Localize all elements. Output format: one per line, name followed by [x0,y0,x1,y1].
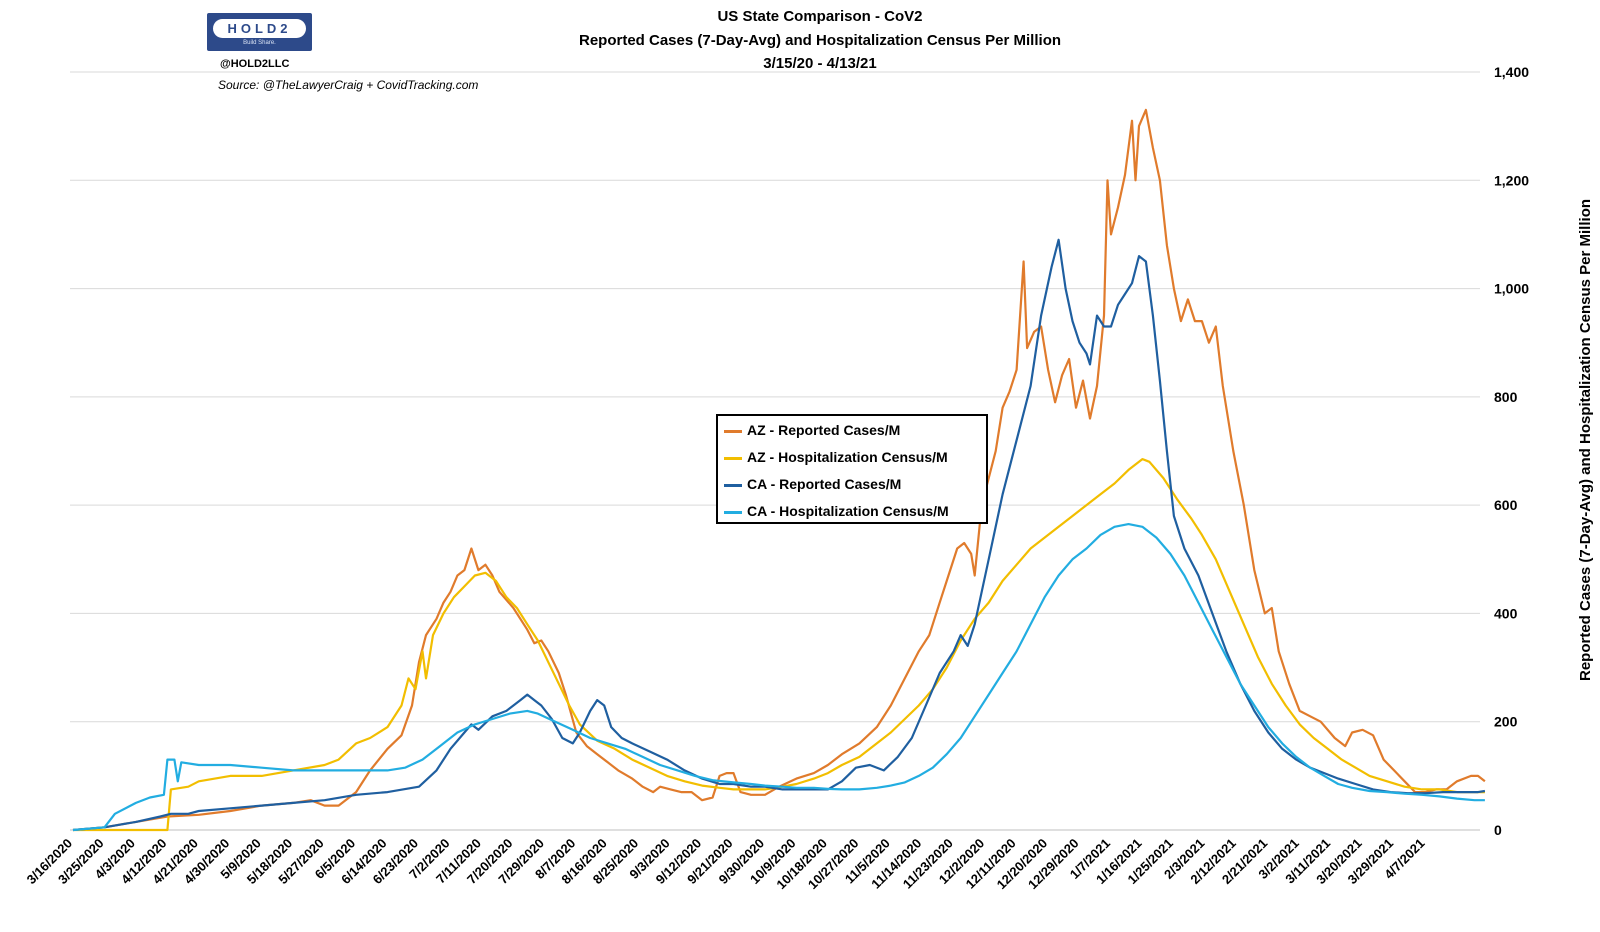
chart-subtitle: Reported Cases (7-Day-Avg) and Hospitali… [578,32,1062,49]
series-lines [72,108,1486,832]
legend-label: AZ - Hospitalization Census/M [747,449,948,465]
series-line [72,108,1486,832]
y-tick-label: 0 [1494,822,1502,838]
y-tick-label: 1,000 [1494,281,1529,297]
y-tick-label: 400 [1494,605,1518,621]
y-axis-ticks: 0 200 400 600 800 1,000 1,200 1,400 [1494,64,1529,838]
logo-text: HOLD2 [213,19,306,38]
legend-item-az-cases: AZ - Reported Cases/M [718,418,986,445]
chart-legend: AZ - Reported Cases/M AZ - Hospitalizati… [716,414,988,524]
legend-label: CA - Reported Cases/M [747,476,902,492]
legend-swatch [724,484,742,487]
legend-item-ca-hosp: CA - Hospitalization Census/M [718,499,986,526]
chart-title: US State Comparison - CoV2 [717,8,923,25]
legend-swatch [724,511,742,514]
legend-label: CA - Hospitalization Census/M [747,503,949,519]
series-line [72,238,1486,832]
y-tick-label: 200 [1494,714,1518,730]
twitter-handle: @HOLD2LLC [220,58,290,70]
chart-date-range: 3/15/20 - 4/13/21 [763,55,877,72]
legend-label: AZ - Reported Cases/M [747,422,901,438]
y-tick-label: 800 [1494,389,1518,405]
legend-swatch [724,457,742,460]
x-axis-ticks: 3/16/20203/25/20204/3/20204/12/20204/21/… [24,836,1428,893]
series-line [72,522,1485,832]
legend-item-ca-cases: CA - Reported Cases/M [718,472,986,499]
legend-swatch [724,430,742,433]
y-tick-label: 1,200 [1494,172,1529,188]
y-tick-label: 1,400 [1494,64,1529,80]
logo-tagline: Build Share. [243,40,276,46]
hold2-logo: HOLD2 Build Share. [207,13,312,51]
y-axis-label: Reported Cases (7-Day-Avg) and Hospitali… [1577,199,1594,681]
legend-item-az-hosp: AZ - Hospitalization Census/M [718,445,986,472]
source-credit: Source: @TheLawyerCraig + CovidTracking.… [218,78,479,92]
series-line [73,458,1485,832]
gridlines [70,71,1480,831]
y-tick-label: 600 [1494,497,1518,513]
